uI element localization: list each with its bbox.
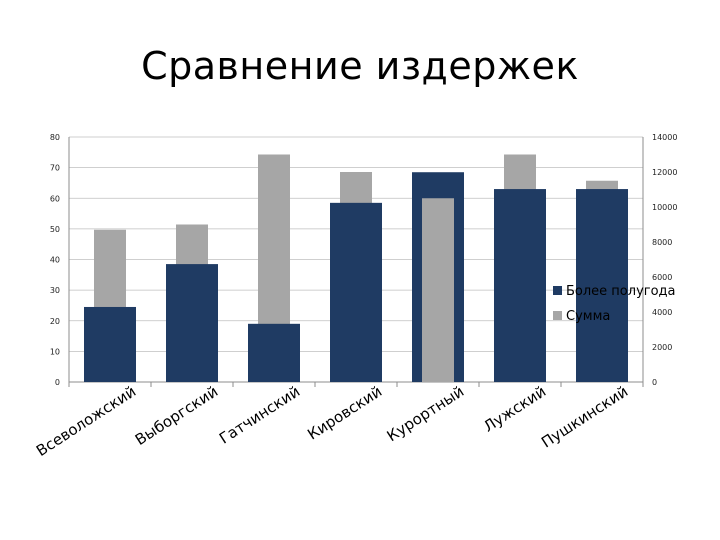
y-left-tick-label: 10	[50, 347, 60, 356]
y-right-tick-label: 14000	[652, 133, 677, 142]
y-right-tick-label: 2000	[652, 343, 672, 352]
bar-more-than-half-year	[576, 189, 628, 382]
category-label: Гатчинский	[216, 382, 303, 447]
bar-more-than-half-year	[330, 202, 382, 382]
y-right-tick-label: 10000	[652, 203, 677, 212]
y-left-tick-label: 20	[50, 317, 60, 326]
legend-swatch	[553, 311, 562, 320]
y-right-tick-label: 6000	[652, 273, 672, 282]
category-label: Лужский	[480, 382, 549, 435]
legend-label: Сумма	[566, 309, 610, 324]
category-label: Кировский	[304, 382, 385, 443]
y-left-tick-label: 40	[50, 256, 60, 265]
bar-sum	[422, 198, 454, 382]
y-left-tick-label: 0	[55, 378, 60, 387]
y-right-tick-label: 8000	[652, 238, 672, 247]
category-label: Курортный	[384, 382, 468, 445]
category-label: Выборгский	[132, 382, 221, 449]
bar-more-than-half-year	[84, 306, 136, 382]
bar-more-than-half-year	[494, 189, 546, 382]
y-right-tick-label: 4000	[652, 308, 672, 317]
y-left-tick-label: 30	[50, 286, 60, 295]
bar-more-than-half-year	[166, 264, 218, 382]
y-right-tick-label: 0	[652, 378, 657, 387]
y-right-tick-label: 12000	[652, 168, 677, 177]
y-left-tick-label: 50	[50, 225, 60, 234]
legend-swatch	[553, 286, 562, 295]
y-left-tick-label: 70	[50, 164, 60, 173]
slide-title: Сравнение издержек	[141, 44, 579, 88]
category-label: Пушкинский	[538, 382, 631, 451]
y-left-tick-label: 60	[50, 194, 60, 203]
bar-more-than-half-year	[248, 323, 300, 382]
y-left-tick-label: 80	[50, 133, 60, 142]
category-label: Всеволожский	[33, 382, 139, 460]
legend-label: Более полугода	[566, 284, 676, 299]
